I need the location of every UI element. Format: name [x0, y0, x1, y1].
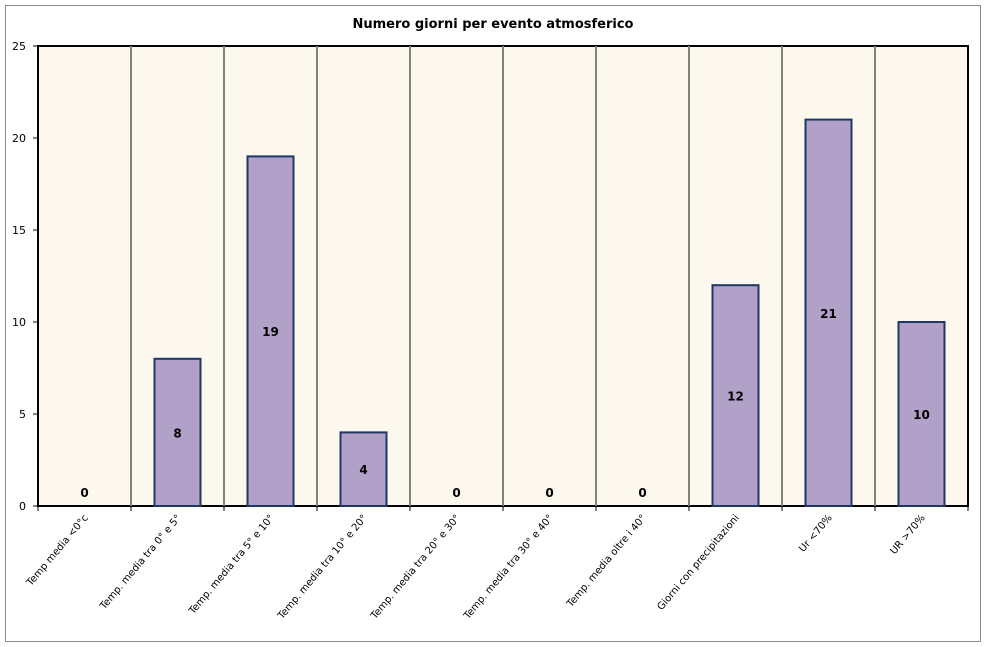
- y-tick-label: 10: [12, 316, 26, 329]
- y-tick-label: 0: [19, 500, 26, 513]
- data-label: 19: [262, 325, 279, 339]
- x-tick-label: Temp. media oltre i 40°: [564, 513, 648, 611]
- bar: [804, 118, 853, 507]
- x-tick-label: Temp. media tra 30° e 40°: [461, 513, 555, 622]
- bars: [153, 118, 946, 508]
- x-tick-label: Temp media <0°c: [24, 513, 91, 589]
- bar: [153, 357, 202, 507]
- bar: [711, 284, 760, 508]
- data-label: 10: [913, 408, 930, 422]
- bar: [897, 321, 946, 507]
- data-label: 0: [638, 486, 646, 500]
- x-tick-label: Giorni con precipitazioni: [656, 513, 742, 613]
- y-tick-label: 5: [19, 408, 26, 421]
- x-tick-label: Temp. media tra 20° e 30°: [368, 513, 462, 622]
- grid-lines: [130, 46, 876, 506]
- bar: [339, 431, 388, 507]
- data-labels: 0 8 19 4 0 0 0 12 21 10: [80, 307, 930, 500]
- y-tick-label: 15: [12, 224, 26, 237]
- x-tick-label: Temp. media tra 10° e 20°: [275, 513, 369, 622]
- x-axis: Temp media <0°c Temp. media tra 0° e 5° Te…: [24, 506, 969, 622]
- data-label: 0: [80, 486, 88, 500]
- y-tick-label: 20: [12, 132, 26, 145]
- y-tick-label: 25: [12, 40, 26, 53]
- x-tick-label: Temp. media tra 5° e 10°: [187, 513, 277, 618]
- x-tick-label: Ur <70%: [797, 513, 834, 555]
- data-label: 12: [727, 390, 744, 404]
- data-label: 4: [359, 463, 367, 477]
- y-axis: 0 5 10 15 20 25: [12, 40, 38, 513]
- data-label: 0: [545, 486, 553, 500]
- x-tick-label: UR >70%: [888, 513, 927, 557]
- x-tick-label: Temp. media tra 0° e 5°: [98, 513, 184, 613]
- bar: [246, 155, 295, 507]
- data-label: 0: [452, 486, 460, 500]
- data-label: 21: [820, 307, 837, 321]
- data-label: 8: [173, 426, 181, 440]
- chart-title: Numero giorni per evento atmosferico: [353, 17, 634, 32]
